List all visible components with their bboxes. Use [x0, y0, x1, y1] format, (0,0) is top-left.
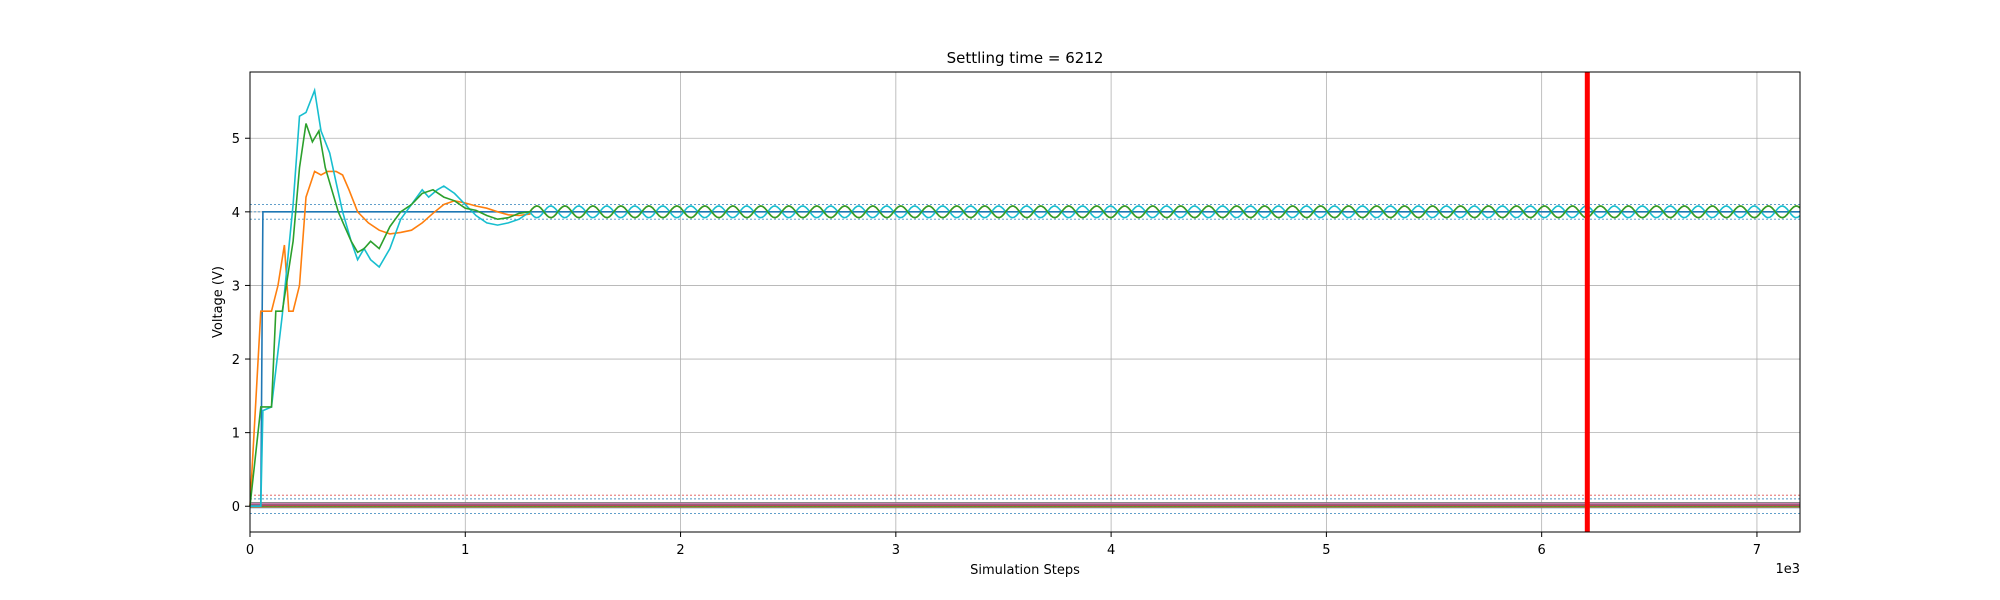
y-tick-label: 2 [232, 353, 240, 368]
x-tick-label: 0 [246, 543, 254, 558]
series-group [249, 87, 1801, 509]
x-offset-label: 1e3 [1775, 562, 1800, 577]
x-tick-label: 2 [676, 543, 684, 558]
x-tick-label: 1 [461, 543, 469, 558]
plot-frame [249, 71, 1801, 533]
x-tick-label: 5 [1322, 543, 1330, 558]
x-tick-label: 3 [892, 543, 900, 558]
y-tick-label: 5 [232, 132, 240, 147]
x-tick-label: 7 [1753, 543, 1761, 558]
x-tick-label: 6 [1538, 543, 1546, 558]
series-line [249, 123, 1801, 507]
y-tick-label: 3 [232, 279, 240, 294]
y-tick-label: 1 [232, 427, 240, 442]
y-tick-label: 4 [232, 206, 240, 221]
plot-background [250, 72, 1800, 532]
axis-ticks: 0 1 2 3 4 5 6 7 0 1 2 3 4 5 [232, 132, 1761, 558]
x-tick-label: 4 [1107, 543, 1115, 558]
x-axis-label: Simulation Steps [970, 563, 1080, 578]
chart-title: Settling time = 6212 [947, 49, 1104, 67]
y-axis-label: Voltage (V) [211, 266, 226, 338]
y-tick-label: 0 [232, 500, 240, 515]
